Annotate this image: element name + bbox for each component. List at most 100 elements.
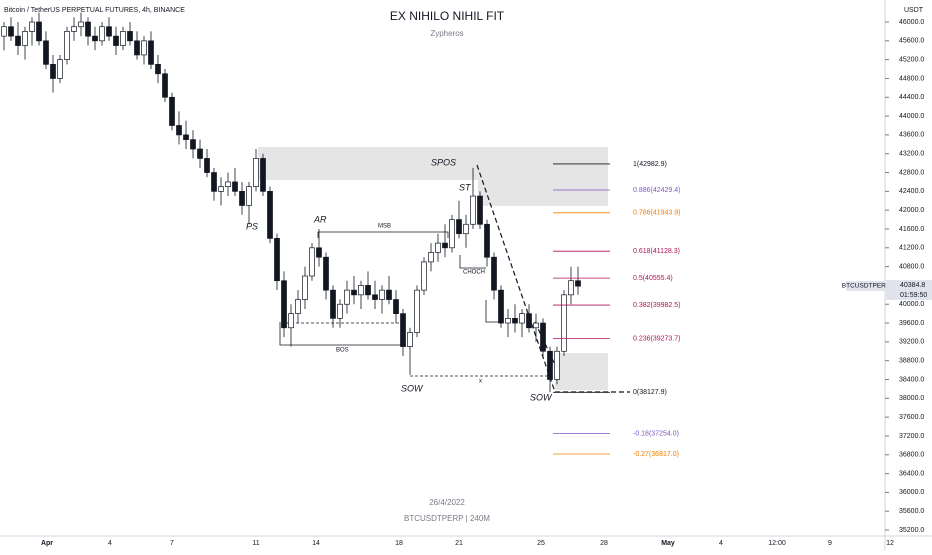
msb-line — [317, 231, 449, 238]
candle-body — [64, 31, 70, 60]
candle-body — [449, 219, 455, 249]
candle-body — [421, 261, 427, 291]
x-tick-label: 12:00 — [768, 540, 786, 547]
choch-line — [459, 255, 486, 269]
y-tick-label: 41600.0 — [899, 226, 924, 233]
chart-title: EX NIHILO NIHIL FIT — [390, 9, 505, 23]
candle-body — [519, 313, 525, 324]
price-tag-countdown: 01:59:50 — [900, 292, 927, 299]
y-tick-label: 38800.0 — [899, 358, 924, 365]
candle-body — [351, 289, 357, 296]
trend-line — [476, 164, 556, 393]
candle-body — [281, 280, 287, 329]
candle-body — [435, 242, 441, 253]
y-tick-label: 44000.0 — [899, 113, 924, 120]
candle-body — [183, 134, 189, 140]
y-tick-label: 46000.0 — [899, 19, 924, 26]
candle-body — [246, 186, 252, 206]
candle-body — [414, 289, 420, 333]
candle-body — [428, 252, 434, 263]
bos-line — [279, 322, 406, 346]
y-tick-label: 44800.0 — [899, 75, 924, 82]
zones — [258, 147, 608, 390]
annotation: SOW — [401, 383, 424, 393]
annotation: x — [479, 379, 482, 385]
candle-body — [505, 318, 511, 324]
symbol-tag-text: BTCUSDTPERP — [842, 283, 890, 290]
annotation: MSB — [378, 224, 391, 230]
symbol-tag — [846, 281, 886, 291]
candle-body — [344, 289, 350, 305]
y-tick-label: 45200.0 — [899, 56, 924, 63]
candle-body — [526, 313, 532, 329]
candle-body — [288, 313, 294, 329]
x-tick-label: 12 — [886, 540, 894, 547]
x-tick-label: 4 — [719, 540, 723, 547]
x-tick-label: 18 — [395, 540, 403, 547]
annotation: PS — [246, 221, 258, 231]
x-tick-label: 21 — [455, 540, 463, 547]
x-tick-label: 28 — [600, 540, 608, 547]
candle-body — [442, 242, 448, 249]
candle-body — [127, 31, 133, 42]
fib-label: -0.18(37254.0) — [633, 430, 679, 437]
demand-zone — [555, 353, 608, 390]
y-tick-label: 37600.0 — [899, 414, 924, 421]
candle-body — [43, 40, 49, 65]
candle-body — [260, 158, 266, 192]
fib-label: 0.618(41128.3) — [633, 248, 680, 255]
y-tick-label: 42400.0 — [899, 188, 924, 195]
chart-subtitle: Zypheros — [430, 29, 463, 38]
candle-body — [134, 40, 140, 56]
watermark: 26/4/2022 — [429, 498, 465, 507]
annotation: BOS — [336, 348, 349, 354]
candle-body — [190, 139, 196, 150]
y-tick-label: 37200.0 — [899, 433, 924, 440]
y-tick-label: 35600.0 — [899, 508, 924, 515]
y-tick-label: 44400.0 — [899, 94, 924, 101]
choch-line — [485, 300, 500, 323]
y-tick-label: 36400.0 — [899, 470, 924, 477]
fib-label: -0.27(36817.0) — [633, 451, 679, 458]
candle-body — [92, 35, 98, 42]
candle-body — [358, 285, 364, 296]
candle-body — [568, 280, 574, 296]
candle-body — [337, 303, 343, 319]
y-tick-label: 43200.0 — [899, 151, 924, 158]
candle-body — [540, 322, 546, 352]
fib-label: 0.886(42429.4) — [633, 187, 680, 194]
candle-body — [365, 285, 371, 296]
candle-body — [57, 59, 63, 79]
candle-body — [120, 31, 126, 46]
candle-body — [302, 275, 308, 300]
drawings — [279, 164, 630, 393]
candle-body — [218, 186, 224, 192]
candle-body — [547, 350, 553, 380]
candle-body — [225, 181, 231, 187]
candle-body — [330, 289, 336, 319]
candle-body — [575, 280, 581, 287]
candle-body — [29, 21, 35, 32]
candle-body — [477, 195, 483, 225]
candle-body — [78, 21, 84, 28]
y-tick-label: 40000.0 — [899, 301, 924, 308]
candle-body — [1, 26, 7, 37]
fib-label: 0.382(39982.5) — [633, 302, 680, 309]
candle-body — [498, 289, 504, 324]
y-tick-label: 39200.0 — [899, 339, 924, 346]
symbol-info: Bitcoin / TetherUS PERPETUAL FUTURES, 4h… — [4, 7, 185, 14]
annotation: ST — [459, 182, 472, 192]
x-tick-label: 25 — [537, 540, 545, 547]
y-tick-label: 43600.0 — [899, 132, 924, 139]
y-tick-label: 45600.0 — [899, 38, 924, 45]
candle-body — [232, 181, 238, 192]
price-tag — [886, 280, 932, 300]
fib-label: 0.236(39273.7) — [633, 335, 680, 342]
candle-body — [393, 299, 399, 315]
watermark: BTCUSDTPERP | 240M — [404, 514, 490, 523]
candle-body — [211, 172, 217, 192]
annotation: SOW — [530, 392, 553, 402]
candle-body — [372, 294, 378, 300]
annotation: SPOS — [431, 157, 456, 167]
